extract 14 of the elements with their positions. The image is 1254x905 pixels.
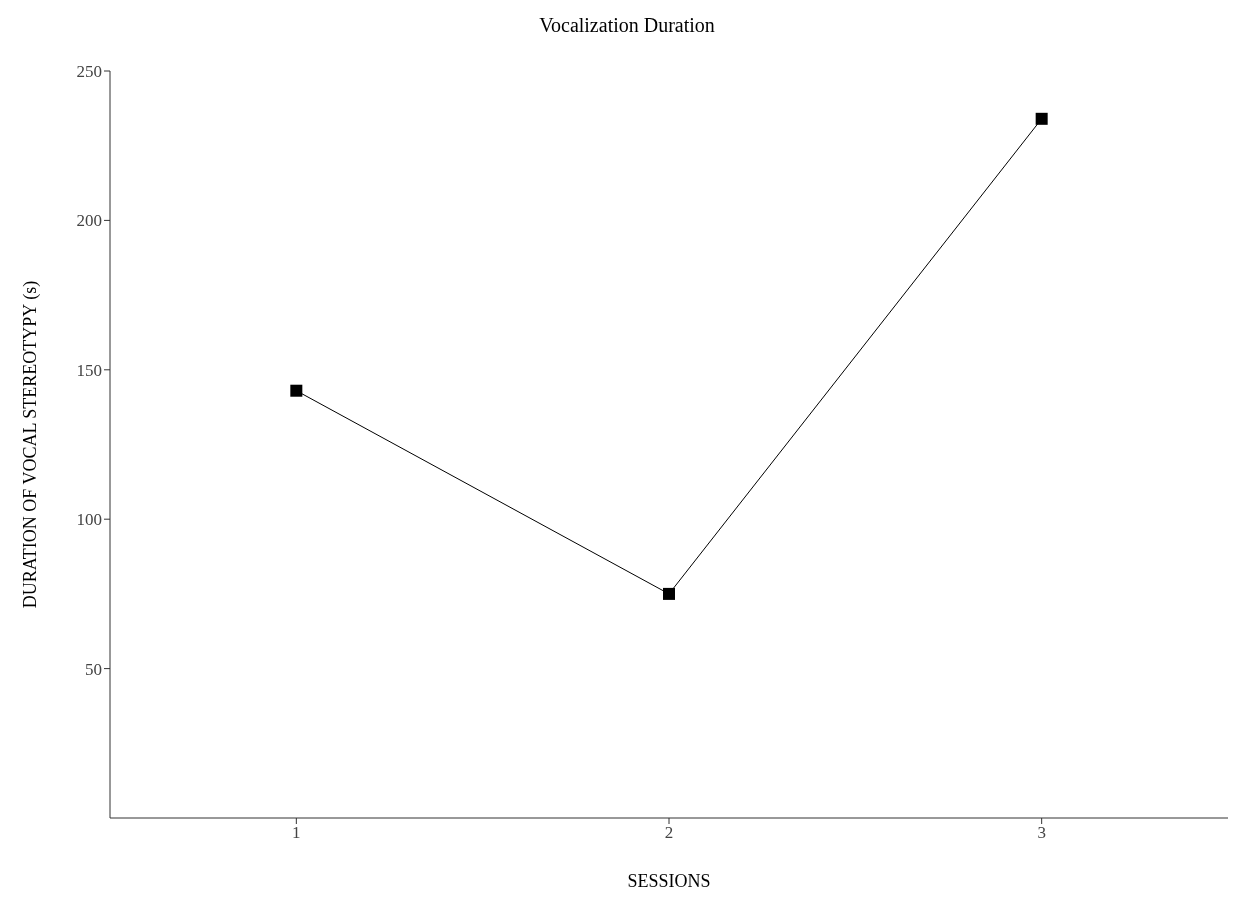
y-tick-label: 100 <box>76 510 102 530</box>
x-tick-label: 2 <box>664 823 674 843</box>
y-tick-label: 250 <box>76 62 102 82</box>
y-tick-label: 150 <box>76 360 102 380</box>
x-tick-label: 3 <box>1037 823 1046 843</box>
y-axis-title: DURATION OF VOCAL STEREOTYPY (s) <box>20 280 42 609</box>
point <box>1035 112 1048 125</box>
x-axis-title: SESSIONS <box>627 871 711 891</box>
point <box>290 384 303 397</box>
y-tick-label: 50 <box>85 659 102 679</box>
y-tick-label: 200 <box>76 211 102 231</box>
x-tick-label: 1 <box>292 823 301 843</box>
chart-title: Vocalization Duration <box>538 14 716 37</box>
point <box>663 587 675 600</box>
